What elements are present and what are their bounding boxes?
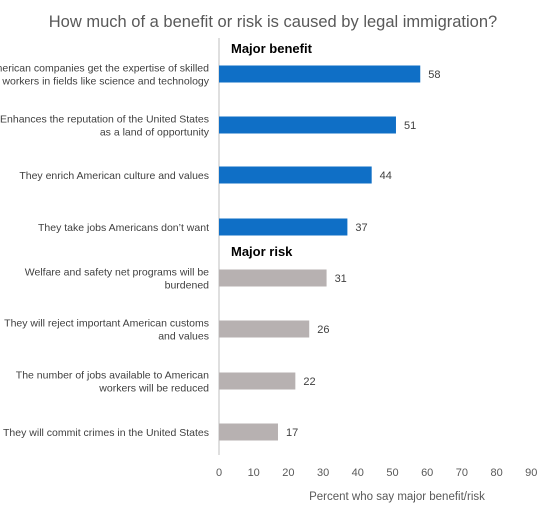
x-tick-label: 90	[525, 467, 537, 479]
category-label: Enhances the reputation of the United St…	[0, 114, 209, 126]
x-tick-label: 0	[216, 467, 222, 479]
bar	[219, 269, 327, 287]
bar	[219, 166, 372, 184]
x-tick-label: 70	[456, 467, 468, 479]
bar	[219, 423, 278, 441]
bar	[219, 320, 310, 338]
data-label: 51	[404, 120, 416, 132]
bar	[219, 372, 296, 390]
x-tick-label: 30	[317, 467, 329, 479]
data-label: 17	[286, 427, 298, 439]
bar	[219, 116, 396, 134]
category-label: burdened	[165, 280, 210, 292]
category-label: American companies get the expertise of …	[0, 63, 209, 75]
x-tick-label: 10	[248, 467, 260, 479]
data-label: 37	[355, 222, 367, 234]
category-label: Welfare and safety net programs will be	[25, 267, 209, 279]
x-tick-label: 60	[421, 467, 433, 479]
category-label: The number of jobs available to American	[16, 370, 209, 382]
category-label: and values	[158, 331, 209, 343]
group-label: Major risk	[231, 244, 293, 259]
x-tick-label: 80	[490, 467, 502, 479]
group-label: Major benefit	[231, 41, 313, 56]
bar	[219, 218, 348, 236]
data-label: 26	[317, 324, 329, 336]
category-label: They will reject important American cust…	[4, 318, 209, 330]
x-axis-label: Percent who say major benefit/risk	[309, 491, 485, 503]
x-tick-label: 20	[282, 467, 294, 479]
data-label: 44	[380, 170, 392, 182]
data-label: 58	[428, 69, 440, 81]
chart-title: How much of a benefit or risk is caused …	[49, 13, 497, 31]
data-label: 22	[303, 376, 315, 388]
category-label: workers in fields like science and techn…	[1, 76, 209, 88]
category-label: They will commit crimes in the United St…	[3, 427, 209, 439]
x-tick-label: 50	[386, 467, 398, 479]
category-label: They take jobs Americans don’t want	[38, 222, 209, 234]
category-label: They enrich American culture and values	[19, 170, 209, 182]
plot-area: Major benefit 58 American companies get th…	[0, 38, 537, 479]
category-label: as a land of opportunity	[100, 127, 210, 139]
bar	[219, 65, 421, 83]
category-label: workers will be reduced	[98, 383, 209, 395]
x-tick-label: 40	[352, 467, 364, 479]
data-label: 31	[335, 273, 347, 285]
